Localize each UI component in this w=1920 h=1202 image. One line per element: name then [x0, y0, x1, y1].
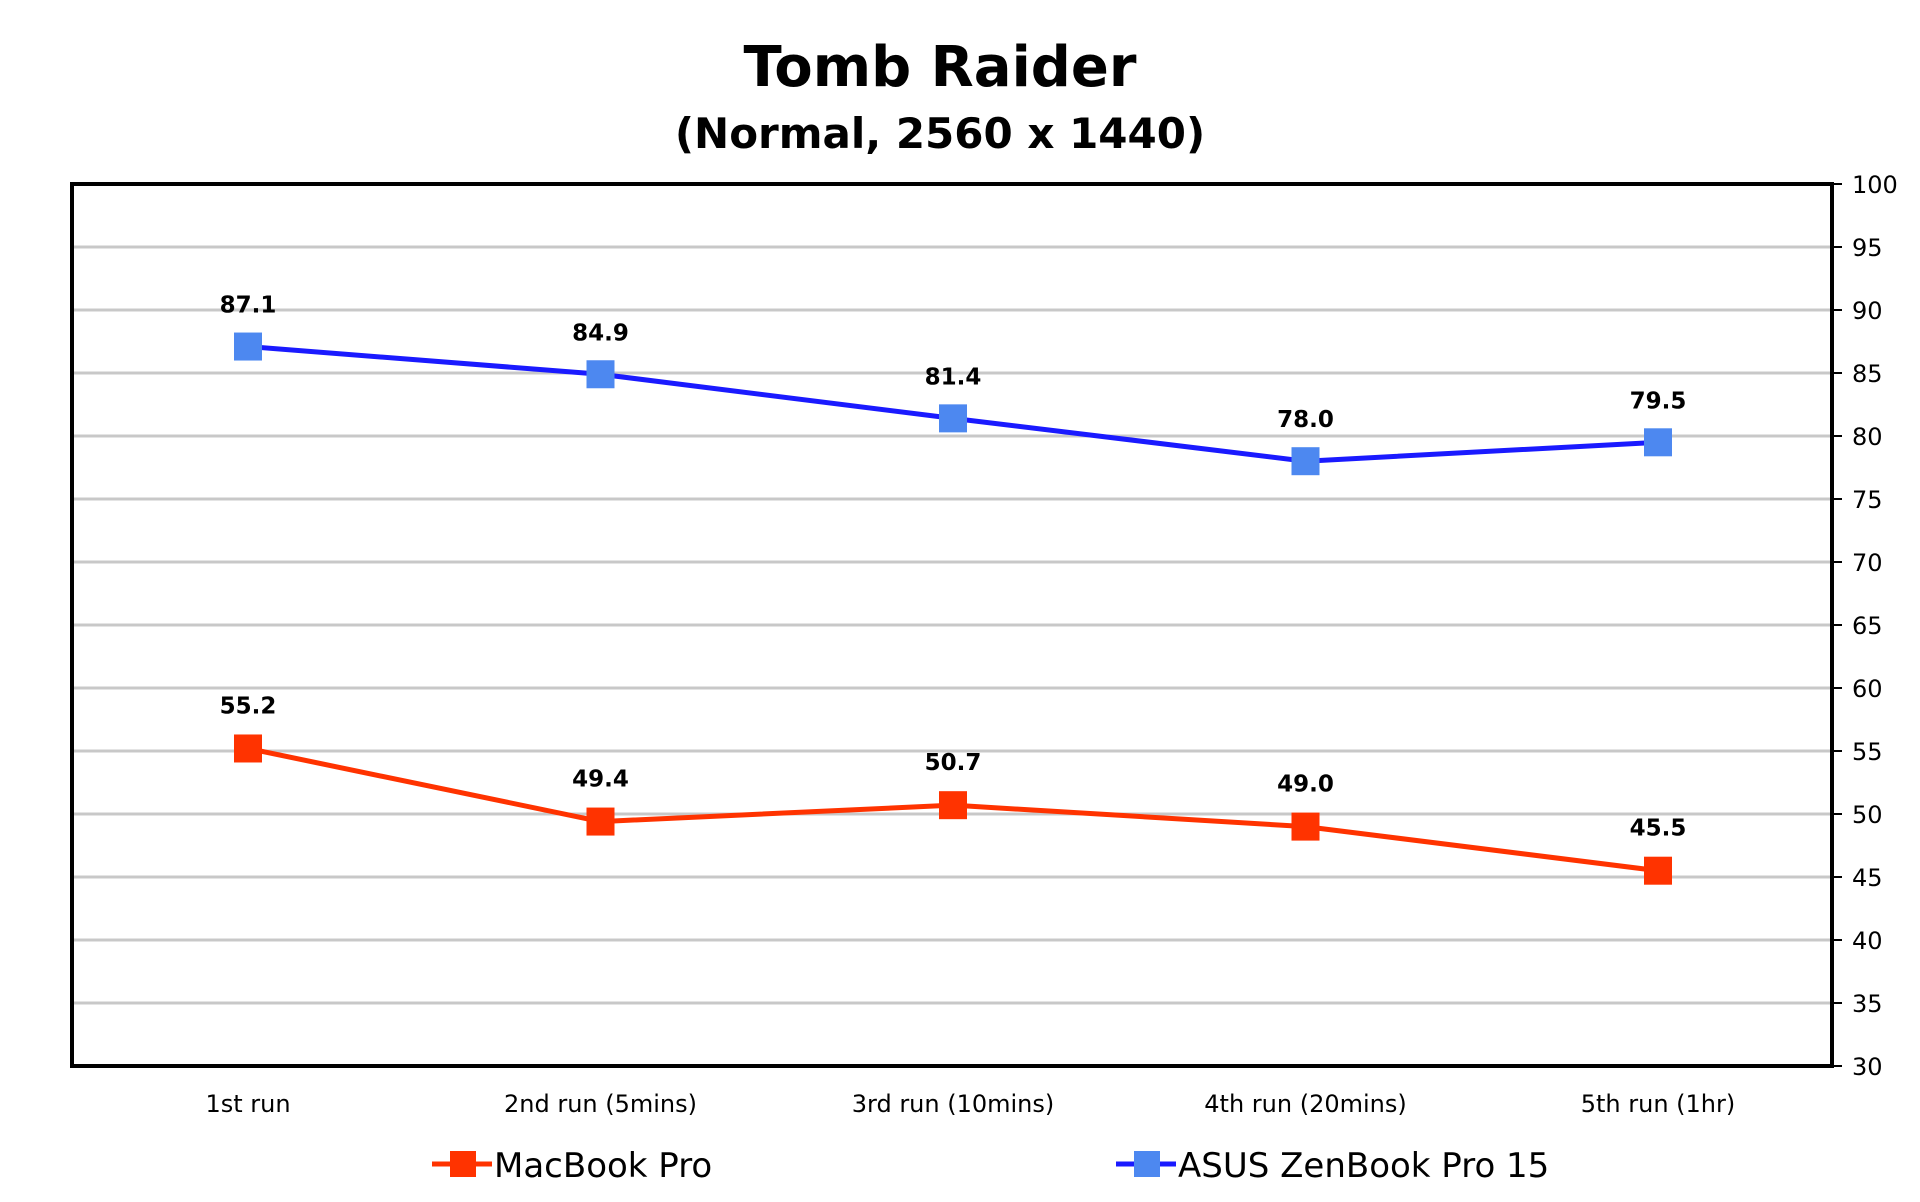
y-tick-label: 80 — [1852, 423, 1883, 451]
data-point — [234, 332, 262, 361]
y-tick-label: 45 — [1852, 864, 1883, 892]
y-tick-label: 70 — [1852, 549, 1883, 577]
data-point — [1291, 447, 1320, 476]
data-label: 55.2 — [220, 693, 277, 719]
data-label: 84.9 — [572, 320, 629, 346]
data-label: 81.4 — [925, 364, 982, 390]
y-tick-label: 55 — [1852, 738, 1883, 766]
data-point — [1291, 812, 1320, 841]
x-tick-label: 3rd run (10mins) — [852, 1090, 1055, 1118]
y-tick-label: 60 — [1852, 675, 1883, 703]
y-tick-label: 50 — [1852, 801, 1883, 829]
y-tick-label: 90 — [1852, 297, 1883, 325]
y-tick-label: 75 — [1852, 486, 1883, 514]
series: 55.2 49.4 50.7 49.0 45.5 87.1 84.9 81.4 78.0 79.5 — [220, 293, 1687, 885]
legend-item-0[interactable]: MacBook Pro — [432, 1146, 712, 1186]
legend-label: MacBook Pro — [494, 1146, 712, 1186]
data-label: 45.5 — [1630, 816, 1687, 842]
data-point — [1644, 856, 1672, 885]
legend-marker — [1134, 1151, 1160, 1177]
data-label: 49.0 — [1277, 772, 1334, 798]
y-tick-label: 100 — [1852, 171, 1898, 199]
y-tick-label: 65 — [1852, 612, 1883, 640]
data-point — [939, 791, 967, 820]
data-point — [234, 734, 262, 763]
legend[interactable]: MacBook Pro ASUS ZenBook Pro 15 — [432, 1146, 1549, 1186]
legend-item-1[interactable]: ASUS ZenBook Pro 15 — [1116, 1146, 1549, 1186]
x-tick-label: 2nd run (5mins) — [504, 1090, 697, 1118]
data-point — [1644, 428, 1672, 457]
x-tick-label: 4th run (20mins) — [1204, 1090, 1406, 1118]
data-point — [586, 807, 615, 836]
data-label: 49.4 — [572, 767, 629, 793]
y-tick-label: 35 — [1852, 990, 1883, 1018]
x-tick-label: 5th run (1hr) — [1581, 1090, 1736, 1118]
chart-title: Tomb Raider — [744, 35, 1137, 100]
legend-label: ASUS ZenBook Pro 15 — [1178, 1146, 1549, 1186]
data-point — [586, 360, 615, 389]
data-label: 87.1 — [220, 293, 277, 319]
x-tick-label: 1st run — [205, 1090, 290, 1118]
data-label: 78.0 — [1277, 407, 1334, 433]
legend-marker — [450, 1151, 476, 1177]
data-label: 50.7 — [925, 750, 982, 776]
y-axis-ticks: 100 95 90 85 80 75 70 65 60 55 50 45 40 35 30 — [1832, 171, 1898, 1081]
y-tick-label: 40 — [1852, 927, 1883, 955]
x-axis-ticks: 1st run 2nd run (5mins) 3rd run (10mins) 4t… — [205, 1090, 1735, 1118]
gridlines — [72, 245, 1832, 1005]
series-0: 55.2 49.4 50.7 49.0 45.5 — [220, 693, 1687, 885]
data-point — [939, 404, 967, 433]
y-tick-label: 95 — [1852, 234, 1883, 262]
y-tick-label: 85 — [1852, 360, 1883, 388]
y-tick-label: 30 — [1852, 1053, 1883, 1081]
series-1: 87.1 84.9 81.4 78.0 79.5 — [220, 293, 1687, 476]
chart-subtitle: (Normal, 2560 x 1440) — [675, 109, 1205, 158]
data-label: 79.5 — [1630, 388, 1687, 414]
